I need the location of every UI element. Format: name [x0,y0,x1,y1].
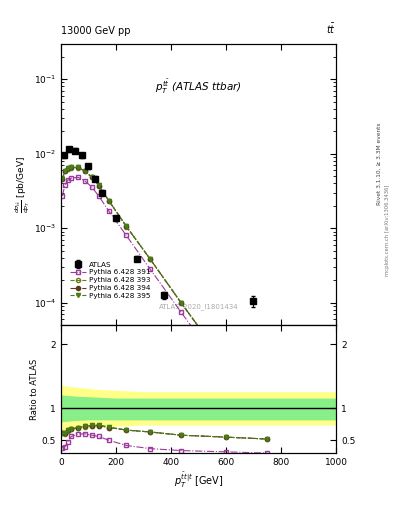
X-axis label: $p^{\bar{t}t|t}_{T}$ [GeV]: $p^{\bar{t}t|t}_{T}$ [GeV] [174,470,223,489]
Pythia 6.428 395 [65,165,70,171]
Pythia 6.428 391 [65,177,70,183]
Pythia 6.428 393 [224,361,228,368]
Pythia 6.428 394 [60,176,64,182]
Text: 13000 GeV pp: 13000 GeV pp [61,26,130,36]
Pythia 6.428 393 [69,164,73,170]
Pythia 6.428 391 [60,193,64,199]
Legend: ATLAS, Pythia 6.428 391, Pythia 6.428 393, Pythia 6.428 394, Pythia 6.428 395: ATLAS, Pythia 6.428 391, Pythia 6.428 39… [70,262,150,299]
Pythia 6.428 391 [265,407,270,413]
Pythia 6.428 393 [265,397,270,403]
Pythia 6.428 393 [60,176,64,182]
Pythia 6.428 391 [90,184,94,190]
Pythia 6.428 393 [107,198,112,204]
Pythia 6.428 393 [63,168,68,174]
Pythia 6.428 394 [83,168,87,174]
Line: Pythia 6.428 391: Pythia 6.428 391 [60,175,269,412]
Pythia 6.428 391 [124,232,129,239]
Pythia 6.428 394 [90,174,94,180]
Pythia 6.428 395 [76,164,81,170]
Text: ATLAS_2020_I1801434: ATLAS_2020_I1801434 [159,303,238,310]
Pythia 6.428 391 [69,175,73,181]
Text: $p_T^{t\bar{t}}$ (ATLAS ttbar): $p_T^{t\bar{t}}$ (ATLAS ttbar) [155,77,242,96]
Pythia 6.428 394 [265,397,270,403]
Pythia 6.428 394 [124,223,129,229]
Pythia 6.428 391 [224,371,228,377]
Pythia 6.428 391 [148,266,152,272]
Pythia 6.428 393 [148,257,152,263]
Pythia 6.428 394 [148,256,152,262]
Pythia 6.428 393 [96,183,101,189]
Pythia 6.428 391 [76,174,81,180]
Y-axis label: Ratio to ATLAS: Ratio to ATLAS [30,358,39,420]
Line: Pythia 6.428 393: Pythia 6.428 393 [60,165,269,402]
Pythia 6.428 395 [63,168,68,174]
Text: $t\bar{t}$: $t\bar{t}$ [326,22,336,36]
Pythia 6.428 393 [124,224,129,230]
Pythia 6.428 395 [83,168,87,174]
Pythia 6.428 391 [179,309,184,315]
Pythia 6.428 391 [107,208,112,215]
Pythia 6.428 395 [107,198,112,204]
Pythia 6.428 394 [96,183,101,189]
Pythia 6.428 394 [63,168,68,174]
Pythia 6.428 395 [96,182,101,188]
Pythia 6.428 393 [76,164,81,170]
Pythia 6.428 393 [179,300,184,306]
Pythia 6.428 393 [65,165,70,172]
Pythia 6.428 395 [179,300,184,306]
Line: Pythia 6.428 394: Pythia 6.428 394 [60,165,269,402]
Y-axis label: $\frac{d\sigma_{t\bar{t}}}{dp_T}$ [pb/GeV]: $\frac{d\sigma_{t\bar{t}}}{dp_T}$ [pb/Ge… [14,156,32,213]
Pythia 6.428 395 [224,361,228,367]
Pythia 6.428 395 [265,397,270,403]
Line: Pythia 6.428 395: Pythia 6.428 395 [60,165,269,402]
Pythia 6.428 395 [90,174,94,180]
Pythia 6.428 394 [76,164,81,170]
Pythia 6.428 391 [83,178,87,184]
Pythia 6.428 394 [107,198,112,204]
Pythia 6.428 395 [60,176,64,182]
Text: mcplots.cern.ch [arXiv:1306.3436]: mcplots.cern.ch [arXiv:1306.3436] [385,185,389,276]
Pythia 6.428 393 [83,168,87,174]
Pythia 6.428 395 [148,256,152,262]
Text: Rivet 3.1.10, ≥ 3.3M events: Rivet 3.1.10, ≥ 3.3M events [377,122,382,205]
Pythia 6.428 395 [124,223,129,229]
Pythia 6.428 391 [63,182,68,188]
Pythia 6.428 391 [96,193,101,199]
Pythia 6.428 394 [69,164,73,170]
Pythia 6.428 394 [179,300,184,306]
Pythia 6.428 393 [90,174,94,180]
Pythia 6.428 394 [65,165,70,172]
Pythia 6.428 395 [69,164,73,170]
Pythia 6.428 394 [224,361,228,368]
